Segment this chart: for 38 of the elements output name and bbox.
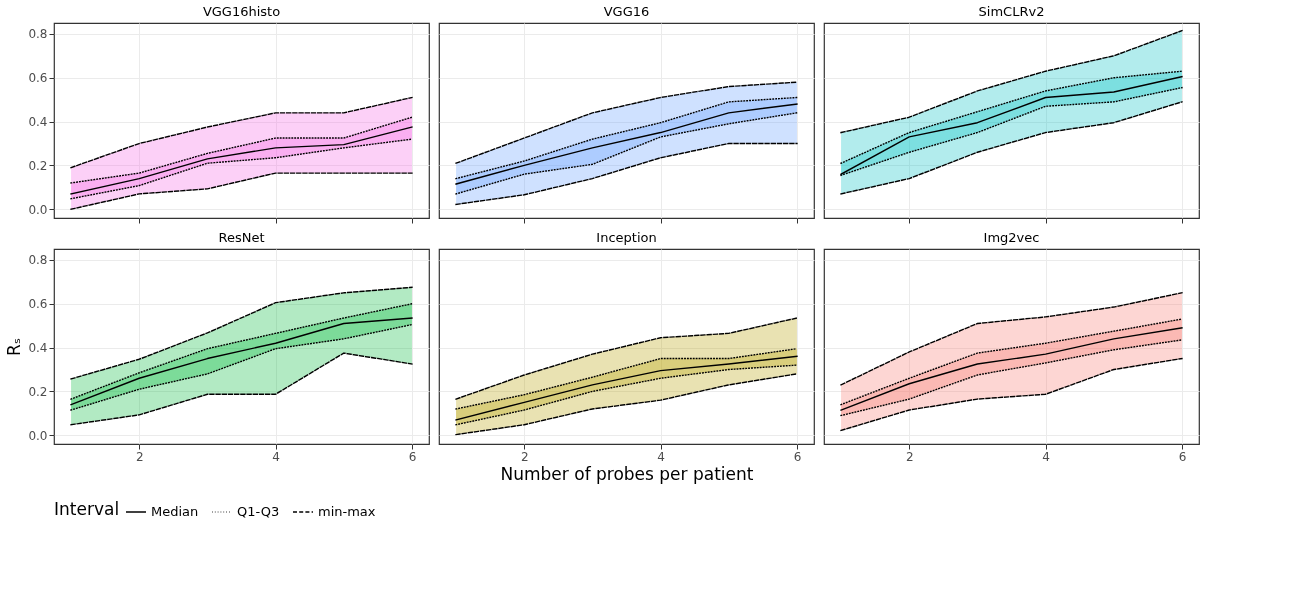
line-series	[70, 352, 413, 426]
x-tick-label: 6	[793, 449, 802, 464]
line-series	[70, 96, 413, 169]
line-series	[70, 172, 413, 210]
line-series	[70, 138, 413, 200]
line-series	[70, 126, 413, 195]
y-tick-label: 0.2	[28, 158, 48, 173]
y-tick-label: 0.8	[28, 27, 48, 42]
chart-title: VGG16	[603, 4, 650, 19]
y-tick-label: 0.2	[28, 384, 48, 399]
x-tick-label: 2	[135, 449, 144, 464]
x-tick-label: 6	[408, 449, 417, 464]
x-tick-label: 4	[1042, 449, 1050, 464]
line-series	[70, 286, 413, 380]
chart-title: SimCLRv2	[978, 4, 1045, 19]
x-tick-label: 4	[272, 449, 280, 464]
y-tick-label: 0.4	[28, 115, 48, 130]
chart-title: ResNet	[218, 230, 265, 245]
legend-label: Q1-Q3	[237, 504, 280, 519]
y-axis-title: Rₛ	[4, 337, 25, 357]
y-tick-label: 0.6	[28, 71, 48, 86]
x-tick-label: 2	[520, 449, 529, 464]
x-tick-label: 6	[1178, 449, 1187, 464]
line-series	[70, 116, 413, 184]
x-tick-label: 4	[657, 449, 665, 464]
legend-title: Interval	[54, 499, 120, 519]
legend-label: Median	[151, 504, 199, 519]
y-tick-label: 0.0	[28, 428, 48, 443]
y-tick-label: 0.6	[28, 297, 48, 312]
x-axis-title: Number of probes per patient	[500, 463, 754, 484]
chart-title: VGG16histo	[202, 4, 281, 19]
y-tick-label: 0.0	[28, 202, 48, 217]
x-tick-label: 2	[905, 449, 914, 464]
y-tick-label: 0.8	[28, 253, 48, 268]
legend-label: min-max	[318, 504, 376, 519]
chart-title: Inception	[596, 230, 657, 245]
chart-title: Img2vec	[983, 230, 1040, 245]
y-tick-label: 0.4	[28, 341, 48, 356]
